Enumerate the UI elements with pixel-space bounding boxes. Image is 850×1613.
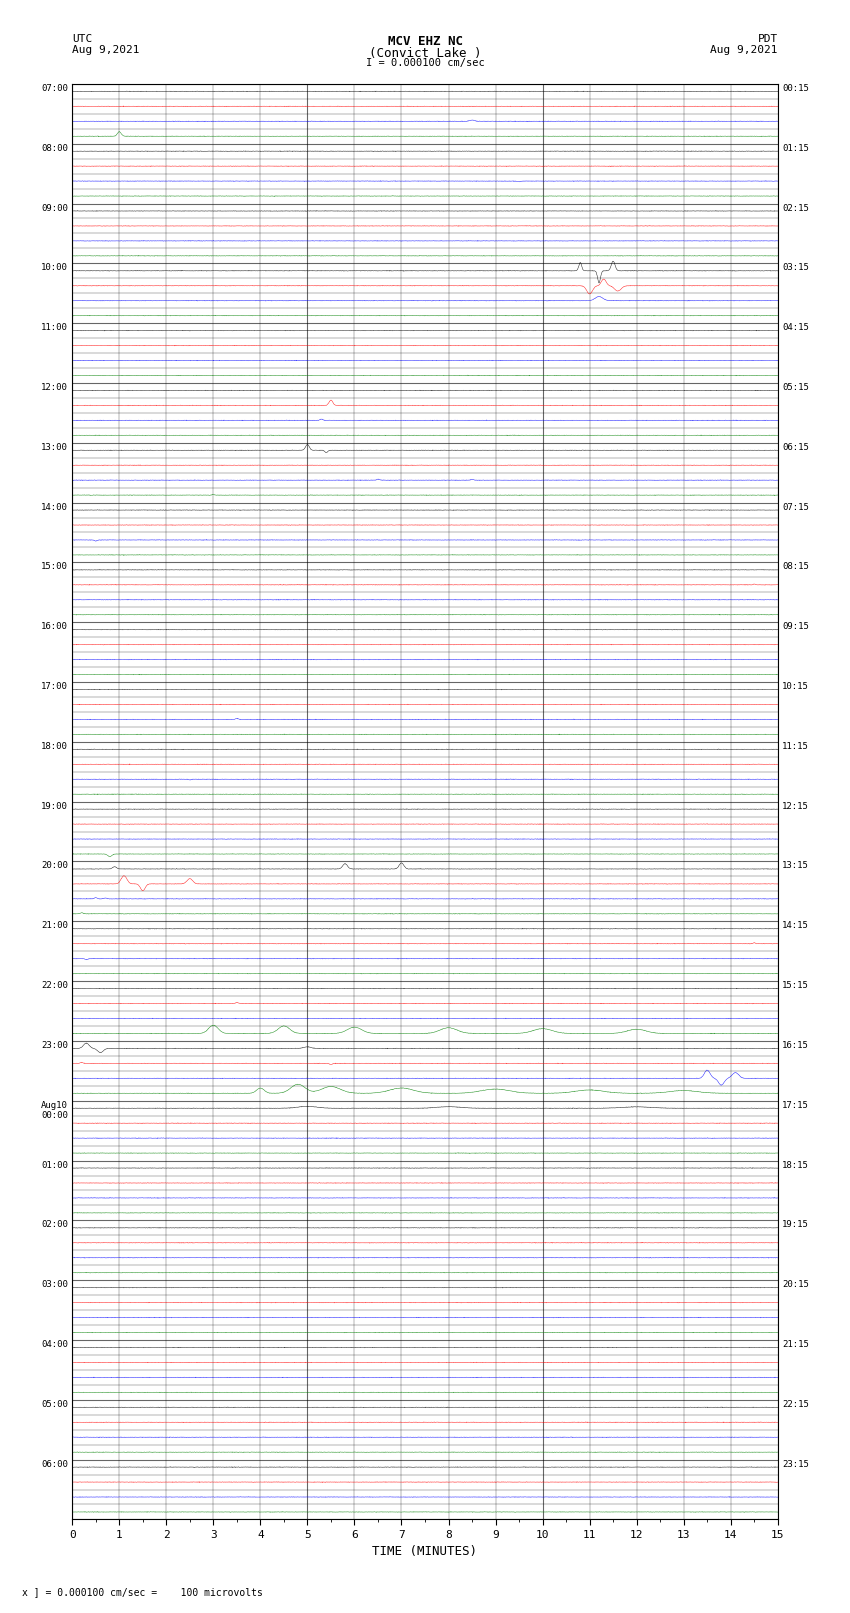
Text: Aug 9,2021: Aug 9,2021	[72, 45, 139, 55]
Text: 09:00: 09:00	[41, 203, 68, 213]
Text: 19:00: 19:00	[41, 802, 68, 811]
X-axis label: TIME (MINUTES): TIME (MINUTES)	[372, 1545, 478, 1558]
Text: 22:00: 22:00	[41, 981, 68, 990]
Text: 15:15: 15:15	[782, 981, 809, 990]
Text: PDT: PDT	[757, 34, 778, 44]
Text: 22:15: 22:15	[782, 1400, 809, 1408]
Text: 07:15: 07:15	[782, 503, 809, 511]
Text: 04:00: 04:00	[41, 1340, 68, 1348]
Text: 18:00: 18:00	[41, 742, 68, 750]
Text: 23:00: 23:00	[41, 1040, 68, 1050]
Text: 16:15: 16:15	[782, 1040, 809, 1050]
Text: 13:00: 13:00	[41, 442, 68, 452]
Text: (Convict Lake ): (Convict Lake )	[369, 47, 481, 60]
Text: UTC: UTC	[72, 34, 93, 44]
Text: 05:15: 05:15	[782, 382, 809, 392]
Text: 18:15: 18:15	[782, 1161, 809, 1169]
Text: 03:00: 03:00	[41, 1281, 68, 1289]
Text: 14:15: 14:15	[782, 921, 809, 931]
Text: 03:15: 03:15	[782, 263, 809, 273]
Text: MCV EHZ NC: MCV EHZ NC	[388, 35, 462, 48]
Text: 20:15: 20:15	[782, 1281, 809, 1289]
Text: 08:00: 08:00	[41, 144, 68, 153]
Text: 11:15: 11:15	[782, 742, 809, 750]
Text: 01:15: 01:15	[782, 144, 809, 153]
Text: 19:15: 19:15	[782, 1221, 809, 1229]
Text: 12:00: 12:00	[41, 382, 68, 392]
Text: 21:15: 21:15	[782, 1340, 809, 1348]
Text: Aug 9,2021: Aug 9,2021	[711, 45, 778, 55]
Text: 21:00: 21:00	[41, 921, 68, 931]
Text: 08:15: 08:15	[782, 563, 809, 571]
Text: x ] = 0.000100 cm/sec =    100 microvolts: x ] = 0.000100 cm/sec = 100 microvolts	[22, 1587, 263, 1597]
Text: 14:00: 14:00	[41, 503, 68, 511]
Text: 07:00: 07:00	[41, 84, 68, 94]
Text: 20:00: 20:00	[41, 861, 68, 871]
Text: 15:00: 15:00	[41, 563, 68, 571]
Text: 11:00: 11:00	[41, 323, 68, 332]
Text: 10:00: 10:00	[41, 263, 68, 273]
Text: 02:15: 02:15	[782, 203, 809, 213]
Text: Aug10
00:00: Aug10 00:00	[41, 1100, 68, 1119]
Text: 13:15: 13:15	[782, 861, 809, 871]
Text: 05:00: 05:00	[41, 1400, 68, 1408]
Text: 12:15: 12:15	[782, 802, 809, 811]
Text: 17:00: 17:00	[41, 682, 68, 690]
Text: 23:15: 23:15	[782, 1460, 809, 1468]
Text: 10:15: 10:15	[782, 682, 809, 690]
Text: I = 0.000100 cm/sec: I = 0.000100 cm/sec	[366, 58, 484, 68]
Text: 02:00: 02:00	[41, 1221, 68, 1229]
Text: 06:15: 06:15	[782, 442, 809, 452]
Text: 06:00: 06:00	[41, 1460, 68, 1468]
Text: 16:00: 16:00	[41, 623, 68, 631]
Text: 01:00: 01:00	[41, 1161, 68, 1169]
Text: 04:15: 04:15	[782, 323, 809, 332]
Text: 09:15: 09:15	[782, 623, 809, 631]
Text: 17:15: 17:15	[782, 1100, 809, 1110]
Text: 00:15: 00:15	[782, 84, 809, 94]
